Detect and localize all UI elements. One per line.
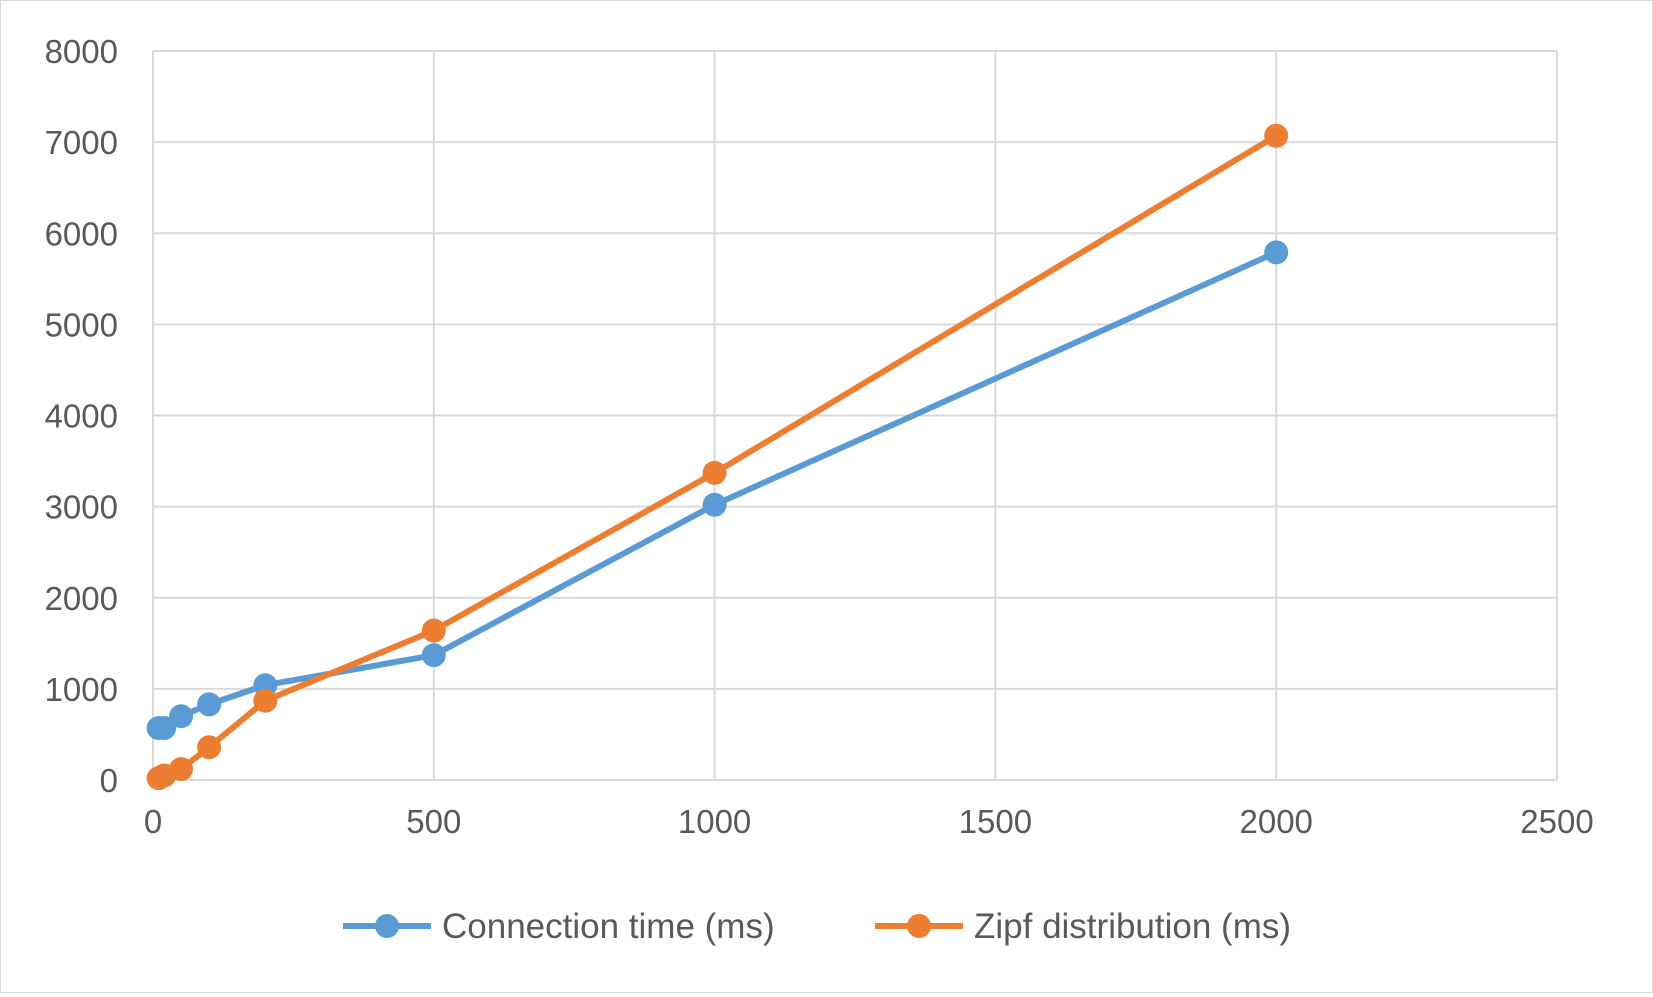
y-tick-label: 6000 <box>45 215 118 252</box>
data-point <box>169 757 194 782</box>
data-point <box>702 460 727 485</box>
y-tick-label: 1000 <box>45 671 118 708</box>
data-point <box>421 643 446 668</box>
data-point <box>197 692 222 717</box>
legend: Connection time (ms) Zipf distribution (m… <box>343 907 1291 946</box>
legend-label: Connection time (ms) <box>442 907 775 946</box>
x-tick-label: 1500 <box>959 803 1032 840</box>
data-point <box>1264 240 1289 265</box>
series-line <box>157 133 1278 781</box>
y-tick-label: 5000 <box>45 306 118 343</box>
x-tick-label: 2500 <box>1520 803 1593 840</box>
series-connection-time <box>146 240 1289 741</box>
y-tick-label: 3000 <box>45 489 118 526</box>
data-point <box>197 735 222 760</box>
axis-tick-labels: 0 1000 2000 3000 4000 5000 6000 7000 8000 0 500 100… <box>45 33 1594 840</box>
series-zipf-distribution <box>146 123 1289 791</box>
legend-entry: Connection time (ms) <box>343 907 775 946</box>
y-tick-label: 7000 <box>45 124 118 161</box>
legend-label: Zipf distribution (ms) <box>974 907 1291 946</box>
x-tick-label: 500 <box>406 803 461 840</box>
y-tick-label: 8000 <box>45 33 118 70</box>
legend-marker <box>375 914 399 938</box>
y-tick-label: 0 <box>100 762 118 799</box>
data-series <box>146 123 1289 791</box>
grid-lines <box>152 50 1558 781</box>
legend-entry: Zipf distribution (ms) <box>875 907 1291 946</box>
legend-marker <box>907 914 931 938</box>
data-point <box>702 492 727 517</box>
y-tick-label: 4000 <box>45 398 118 435</box>
data-point <box>253 688 278 713</box>
data-point <box>1264 123 1289 148</box>
y-tick-label: 2000 <box>45 580 118 617</box>
data-point <box>169 704 194 729</box>
data-point <box>152 716 177 741</box>
data-point <box>421 618 446 643</box>
x-tick-label: 2000 <box>1239 803 1312 840</box>
x-tick-label: 1000 <box>678 803 751 840</box>
x-tick-label: 0 <box>144 803 162 840</box>
